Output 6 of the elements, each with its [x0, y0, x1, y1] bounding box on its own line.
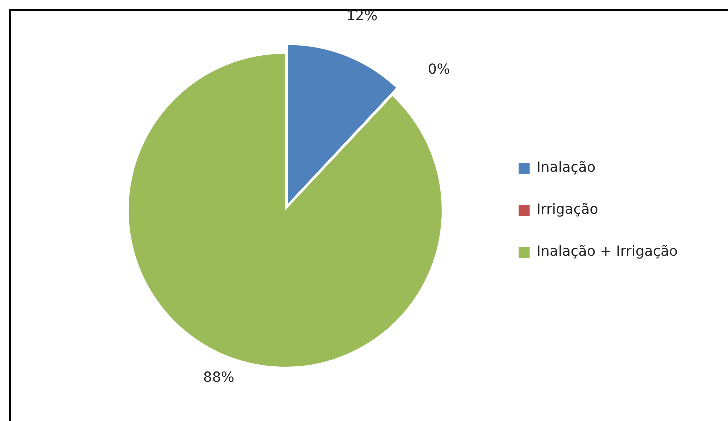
- text: 0%: [428, 62, 450, 78]
- data-label: 88%: [203, 370, 235, 386]
- data-label: 12%: [346, 8, 378, 24]
- legend-label: Inalação + Irrigação: [536, 244, 678, 260]
- legend-label: Irrigação: [536, 202, 598, 218]
- legend-label: Inalação: [536, 160, 596, 176]
